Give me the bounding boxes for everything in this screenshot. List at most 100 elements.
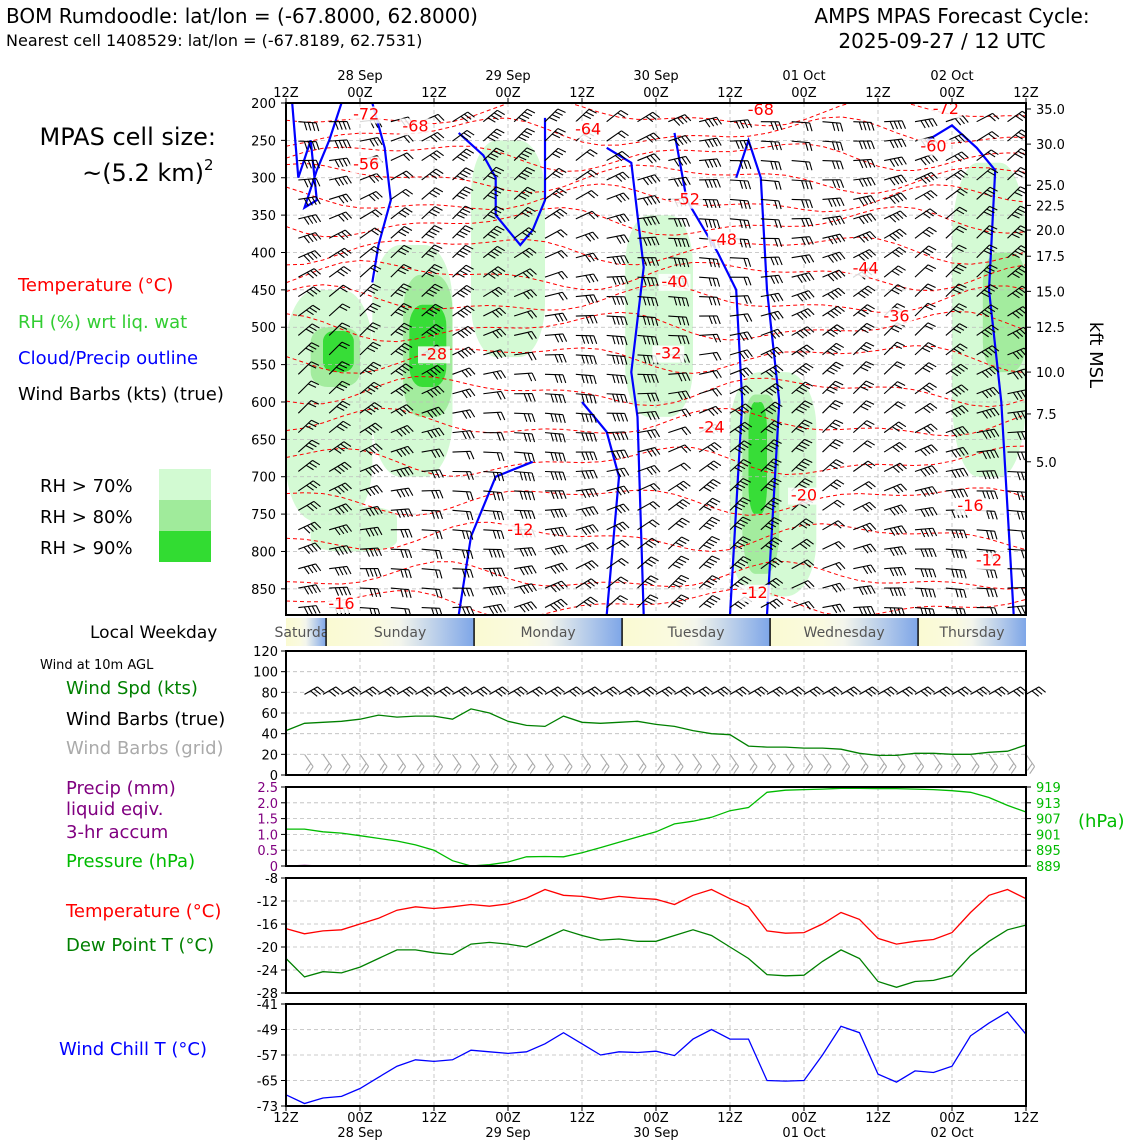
barb-feather xyxy=(712,315,717,325)
wind-barb xyxy=(760,458,782,472)
barb-feather xyxy=(435,187,444,193)
wind-barb xyxy=(514,509,536,520)
barb-feather xyxy=(554,130,563,136)
weekday-band xyxy=(622,618,771,646)
barb-feather xyxy=(403,283,412,288)
wind-barb xyxy=(668,408,692,418)
barb-feather xyxy=(338,121,343,130)
barb-shaft xyxy=(853,460,869,472)
barb-shaft xyxy=(760,274,779,278)
barb-shaft xyxy=(791,400,806,414)
barb-feather xyxy=(928,507,934,516)
barb-feather xyxy=(317,686,325,693)
barb-feather xyxy=(928,245,937,251)
barb-shaft xyxy=(544,544,563,550)
barb-shaft xyxy=(668,390,687,395)
barb-shaft xyxy=(852,420,868,434)
y-right-tick-label: 901 xyxy=(1036,828,1061,843)
barb-feather xyxy=(525,249,534,256)
barb-feather xyxy=(988,133,996,140)
barb-feather xyxy=(324,763,330,771)
barb-feather xyxy=(734,544,743,550)
barb-feather xyxy=(801,480,810,486)
barb-shaft xyxy=(674,754,684,767)
barb-feather xyxy=(523,472,527,481)
barb-feather xyxy=(770,461,779,466)
barb-feather xyxy=(747,277,752,286)
barb-feather xyxy=(461,569,466,578)
barb-feather xyxy=(951,450,958,458)
barb-feather xyxy=(496,225,505,231)
barb-shaft xyxy=(760,517,775,531)
barb-feather xyxy=(924,467,931,476)
barb-feather xyxy=(696,766,703,774)
barb-feather xyxy=(408,589,412,598)
barb-feather xyxy=(584,545,592,553)
barb-feather xyxy=(990,450,995,459)
barb-feather xyxy=(395,370,404,376)
wind-barb xyxy=(822,540,846,550)
barb-feather xyxy=(403,244,412,250)
wind-barb xyxy=(976,587,998,598)
wind-barb xyxy=(298,500,321,512)
barb-feather xyxy=(963,589,967,599)
barb-feather xyxy=(737,601,746,607)
barb-feather xyxy=(672,602,681,608)
barb-feather xyxy=(496,511,501,520)
barb-feather xyxy=(307,141,312,150)
barb-feather xyxy=(589,274,595,283)
barb-feather xyxy=(313,286,321,293)
wind-barb xyxy=(359,341,381,356)
barb-feather xyxy=(430,409,438,417)
barb-feather xyxy=(743,140,748,149)
barb-feather xyxy=(827,198,833,207)
barb-feather xyxy=(706,503,715,509)
barb-feather xyxy=(303,546,310,554)
barb-shaft xyxy=(452,490,471,493)
barb-feather xyxy=(426,370,434,378)
barb-feather xyxy=(735,120,741,129)
barb-shaft xyxy=(699,387,717,395)
barb-feather xyxy=(678,597,687,602)
barb-feather xyxy=(562,394,566,404)
barb-feather xyxy=(677,373,683,382)
wind-barb xyxy=(483,307,507,318)
y-tick-label: 60 xyxy=(261,707,278,722)
barb-feather xyxy=(709,500,718,506)
barb-feather xyxy=(428,289,437,295)
wind-barb xyxy=(729,459,752,472)
barb-feather xyxy=(468,367,476,375)
barb-feather xyxy=(983,192,992,198)
barb-shaft xyxy=(877,754,888,767)
barb-feather xyxy=(624,296,629,305)
barb-feather xyxy=(373,245,382,252)
wind-barb xyxy=(760,160,782,171)
barb-shaft xyxy=(914,302,929,317)
barb-shaft xyxy=(298,521,315,531)
barb-feather xyxy=(702,688,710,695)
barb-feather xyxy=(684,426,692,434)
barb-feather xyxy=(954,388,962,395)
barb-feather xyxy=(927,302,936,308)
barb-feather xyxy=(500,472,505,482)
barb-shaft xyxy=(328,211,347,220)
wind-barb xyxy=(976,365,1000,378)
barb-feather xyxy=(865,250,873,258)
barb-feather xyxy=(646,237,652,246)
wind-barb xyxy=(421,448,445,458)
barb-shaft xyxy=(544,508,563,511)
barb-shaft xyxy=(883,341,898,356)
barb-feather xyxy=(804,273,811,282)
barb-feather xyxy=(746,367,753,375)
barb-shaft xyxy=(514,547,533,550)
barb-feather xyxy=(712,117,719,126)
barb-shaft xyxy=(760,346,778,356)
barb-feather xyxy=(955,266,964,272)
barb-feather xyxy=(675,541,684,547)
barb-feather xyxy=(866,565,873,574)
barb-shaft xyxy=(1007,245,1022,259)
wind-barb-true xyxy=(729,686,750,697)
wind-barb xyxy=(452,225,474,239)
barb-feather xyxy=(334,527,341,536)
barb-shaft xyxy=(544,562,563,570)
